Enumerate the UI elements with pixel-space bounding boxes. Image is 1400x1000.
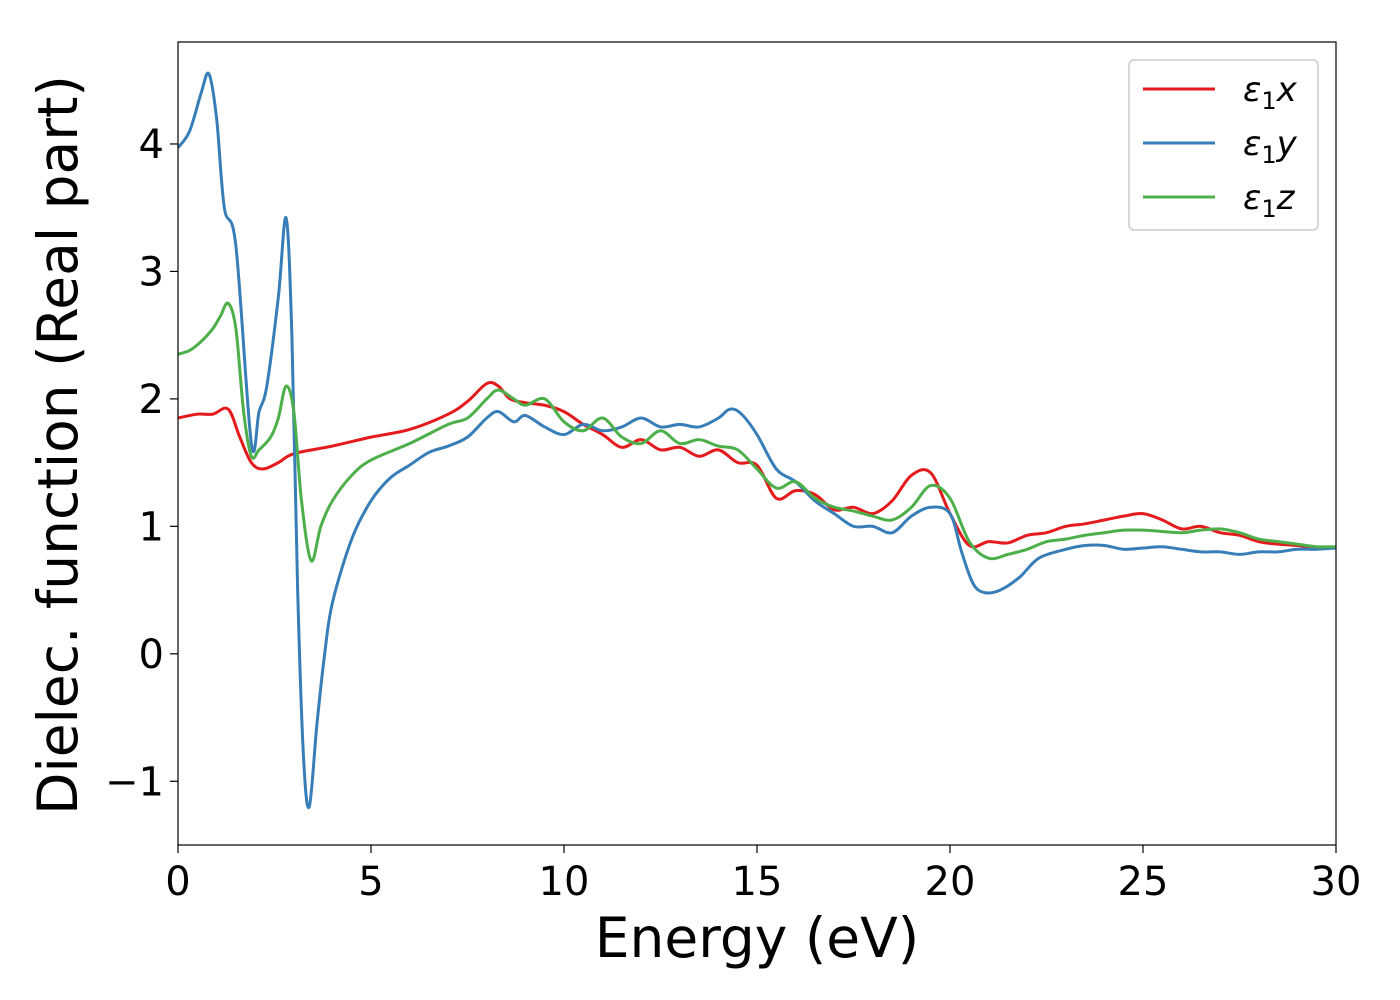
y-tick-label: 4	[139, 122, 164, 168]
y-tick-label: 3	[139, 249, 164, 295]
x-tick-label: 0	[165, 859, 190, 905]
x-axis: 0 5 10 15 20 25 30	[165, 845, 1361, 905]
series-line-x	[178, 381, 1336, 550]
y-axis: −1 0 1 2 3 4	[105, 122, 178, 805]
series-line-y	[178, 71, 1336, 810]
x-tick-label: 5	[358, 859, 383, 905]
series-layer	[178, 71, 1336, 810]
x-axis-title: Energy (eV)	[595, 906, 919, 970]
x-tick-label: 10	[539, 859, 590, 905]
x-tick-label: 15	[732, 859, 783, 905]
x-tick-label: 20	[925, 859, 976, 905]
y-tick-label: 2	[139, 377, 164, 423]
y-tick-label: 0	[139, 632, 164, 678]
legend-box	[1128, 59, 1319, 231]
legend-label-y: ε1y	[1243, 124, 1298, 169]
legend-label-x: ε1x	[1243, 70, 1298, 115]
series-line-z	[178, 301, 1336, 563]
y-axis-title: Dielec. function (Real part)	[26, 75, 90, 815]
x-tick-label: 30	[1311, 859, 1362, 905]
y-tick-label: −1	[105, 759, 164, 805]
legend-label-z: ε1z	[1243, 178, 1296, 223]
legend: ε1x ε1y ε1z	[1128, 59, 1319, 231]
x-tick-label: 25	[1118, 859, 1169, 905]
y-tick-label: 1	[139, 504, 164, 550]
